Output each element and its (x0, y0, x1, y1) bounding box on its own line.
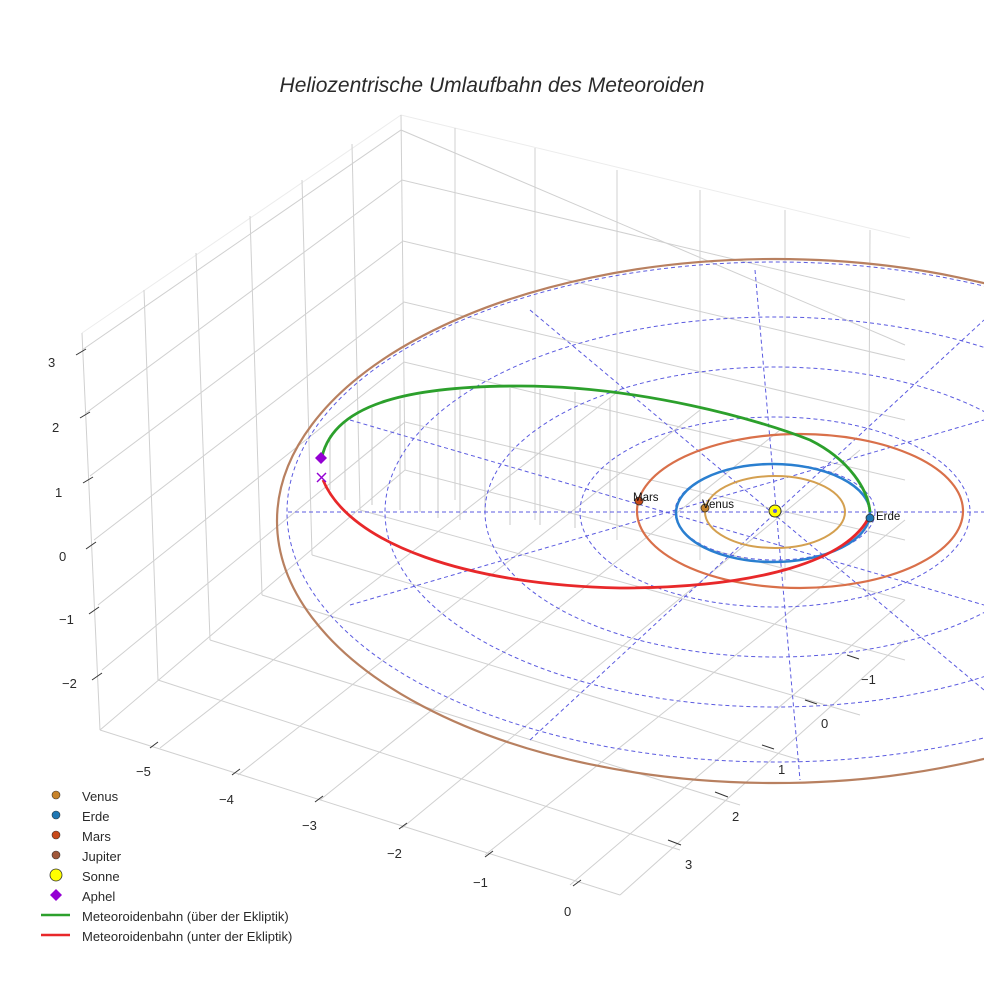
z-tick: −1 (59, 612, 74, 627)
z-tick: 2 (52, 420, 59, 435)
x-tick: −4 (219, 792, 234, 807)
x-tick: −1 (473, 875, 488, 890)
y-tick: 1 (778, 762, 785, 777)
y-tick: 2 (732, 809, 739, 824)
mars-orbit (635, 432, 965, 590)
mars-label: Mars (633, 492, 659, 504)
x-tick: −5 (136, 764, 151, 779)
y-tick: −1 (861, 672, 876, 687)
axis-grid (81, 114, 911, 896)
mars-marker[interactable] (634, 496, 644, 506)
legend-item-orbit-below[interactable]: Meteoroidenbahn (unter der Ekliptik) (38, 926, 292, 946)
aphel-marker[interactable] (315, 452, 327, 464)
earth-marker[interactable] (865, 513, 875, 523)
jupiter-orbit (276, 257, 984, 785)
diamond-icon (50, 889, 62, 901)
meteoroid-orbit-below (321, 479, 872, 590)
circle-icon (51, 830, 61, 840)
legend-item-orbit-above[interactable]: Meteoroidenbahn (über der Ekliptik) (38, 906, 292, 926)
z-tick: 3 (48, 355, 55, 370)
line-icon (41, 913, 70, 917)
z-axis (75, 348, 103, 681)
legend-item-mars[interactable]: Mars (38, 826, 292, 846)
ecliptic-grid (286, 261, 984, 781)
x-tick: 0 (564, 904, 571, 919)
circle-icon (51, 810, 61, 820)
z-tick: 1 (55, 485, 62, 500)
z-tick: −2 (62, 676, 77, 691)
circle-icon (51, 790, 61, 800)
legend-item-erde[interactable]: Erde (38, 806, 292, 826)
venus-label: Venus (702, 499, 734, 511)
legend-item-venus[interactable]: Venus (38, 786, 292, 806)
y-tick: 3 (685, 857, 692, 872)
earth-orbit (674, 462, 872, 564)
aphel-projection-x-icon (316, 472, 327, 483)
legend-item-jupiter[interactable]: Jupiter (38, 846, 292, 866)
line-icon (41, 933, 70, 937)
x-tick: −3 (302, 818, 317, 833)
y-axis (667, 654, 860, 846)
legend-item-aphel[interactable]: Aphel (38, 886, 292, 906)
legend: Venus Erde Mars Jupiter Sonne Aphel Mete… (38, 786, 292, 946)
z-tick: 0 (59, 549, 66, 564)
legend-item-sonne[interactable]: Sonne (38, 866, 292, 886)
x-axis (149, 741, 582, 887)
circle-icon (51, 850, 61, 860)
y-tick: 0 (821, 716, 828, 731)
sun-marker[interactable] (768, 504, 782, 518)
meteoroid-orbit-above (319, 384, 872, 513)
x-tick: −2 (387, 846, 402, 861)
sun-circle-icon (49, 868, 63, 882)
chart-title: Heliozentrische Umlaufbahn des Meteoroid… (279, 74, 705, 97)
drop-lines (329, 388, 611, 528)
earth-label: Erde (876, 511, 900, 523)
venus-marker[interactable] (700, 503, 710, 513)
